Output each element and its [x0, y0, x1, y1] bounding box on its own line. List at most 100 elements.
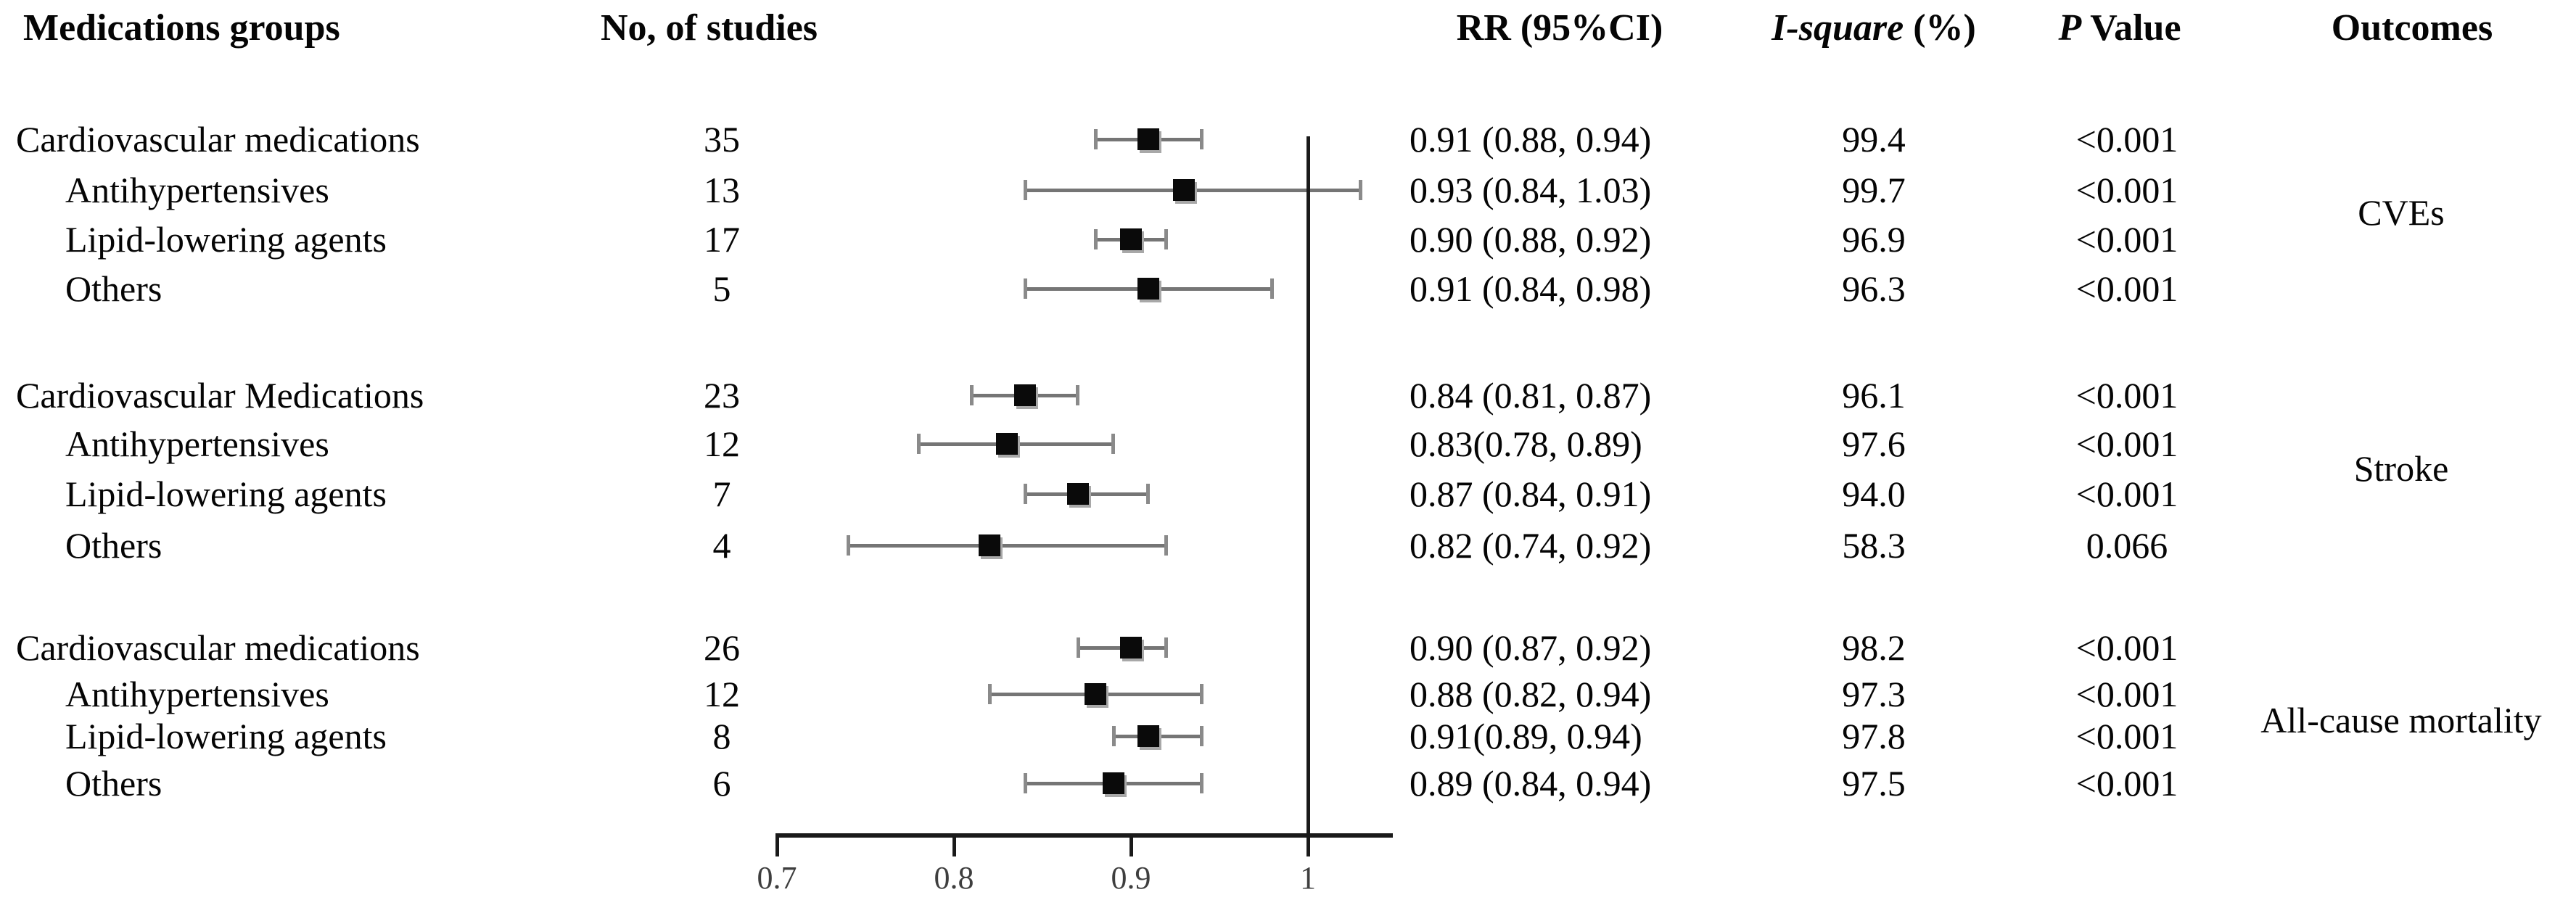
outcome-label: CVEs: [2358, 192, 2445, 233]
medication-group-label: Lipid-lowering agents: [65, 716, 387, 756]
header-medications-groups: Medications groups: [23, 7, 340, 49]
forest-square-marker: [1120, 228, 1142, 250]
ci-cap-left: [1023, 180, 1027, 200]
header-outcomes: Outcomes: [2331, 7, 2493, 49]
num-studies-value: 17: [704, 219, 740, 260]
num-studies-value: 13: [704, 170, 740, 210]
x-axis-tick-label: 0.9: [1111, 860, 1151, 896]
rr-ci-value: 0.90 (0.88, 0.92): [1410, 219, 1652, 260]
i-square-value: 99.4: [1842, 119, 1906, 160]
i-square-value: 97.8: [1842, 716, 1906, 756]
i-square-value: 58.3: [1842, 525, 1906, 566]
forest-square-marker: [1085, 683, 1107, 705]
medication-group-label: Cardiovascular Medications: [16, 375, 424, 416]
medication-group-label: Antihypertensives: [65, 674, 329, 714]
ci-cap-right: [1146, 484, 1151, 504]
p-value: <0.001: [2075, 268, 2178, 309]
i-square-value: 96.9: [1842, 219, 1906, 260]
forest-square-marker: [1066, 483, 1089, 505]
num-studies-value: 23: [704, 375, 740, 416]
ci-cap-right: [1199, 726, 1203, 746]
ci-cap-left: [987, 684, 992, 704]
header-i-square-italic: I-square: [1771, 7, 1904, 49]
rr-ci-value: 0.91 (0.84, 0.98): [1410, 268, 1652, 309]
i-square-value: 96.1: [1842, 375, 1906, 416]
forest-square-marker: [1137, 278, 1160, 300]
ci-cap-right: [1199, 684, 1203, 704]
medication-group-label: Others: [65, 268, 162, 309]
forest-square-marker: [1137, 725, 1160, 747]
forest-square-marker: [1137, 128, 1160, 150]
num-studies-value: 7: [712, 474, 731, 514]
ci-cap-right: [1270, 278, 1275, 299]
ci-cap-left: [1111, 726, 1116, 746]
ci-cap-right: [1164, 229, 1168, 249]
ci-cap-left: [1023, 278, 1027, 299]
p-value: <0.001: [2075, 627, 2178, 668]
p-value: <0.001: [2075, 474, 2178, 514]
x-axis-line: [777, 833, 1393, 838]
ci-cap-right: [1164, 535, 1168, 556]
num-studies-value: 12: [704, 424, 740, 464]
ci-cap-left: [970, 385, 974, 405]
num-studies-value: 35: [704, 119, 740, 160]
outcome-label: Stroke: [2353, 448, 2449, 489]
p-value: <0.001: [2075, 674, 2178, 714]
ci-cap-left: [917, 434, 921, 454]
i-square-value: 99.7: [1842, 170, 1906, 210]
ci-cap-left: [846, 535, 850, 556]
ci-cap-right: [1199, 129, 1203, 149]
rr-ci-value: 0.91 (0.88, 0.94): [1410, 119, 1652, 160]
ci-cap-right: [1164, 637, 1168, 658]
rr-ci-value: 0.91(0.89, 0.94): [1410, 716, 1642, 756]
header-no-of-studies: No, of studies: [601, 7, 818, 49]
medication-group-label: Antihypertensives: [65, 170, 329, 210]
rr-ci-value: 0.84 (0.81, 0.87): [1410, 375, 1652, 416]
num-studies-value: 6: [712, 763, 731, 804]
p-value: <0.001: [2075, 716, 2178, 756]
i-square-value: 98.2: [1842, 627, 1906, 668]
i-square-value: 97.6: [1842, 424, 1906, 464]
ci-cap-left: [1023, 484, 1027, 504]
p-value: 0.066: [2086, 525, 2168, 566]
medication-group-label: Cardiovascular medications: [16, 627, 420, 668]
i-square-value: 97.5: [1842, 763, 1906, 804]
ci-cap-right: [1075, 385, 1079, 405]
x-axis-tick-label: 0.7: [757, 860, 797, 896]
forest-square-marker: [1173, 179, 1196, 201]
ci-cap-right: [1111, 434, 1115, 454]
outcome-label: All-cause mortality: [2260, 700, 2542, 740]
ci-whisker: [847, 544, 1166, 548]
header-rr-ci: RR (95%CI): [1456, 7, 1663, 49]
header-i-square-unit: (%): [1904, 7, 1976, 49]
num-studies-value: 26: [704, 627, 740, 668]
ci-cap-right: [1359, 180, 1363, 200]
p-value: <0.001: [2075, 119, 2178, 160]
ci-cap-left: [1094, 129, 1098, 149]
rr-ci-value: 0.88 (0.82, 0.94): [1410, 674, 1652, 714]
x-axis-tick: [1129, 833, 1133, 856]
forest-square-marker: [1102, 772, 1124, 794]
p-value: <0.001: [2075, 424, 2178, 464]
p-value: <0.001: [2075, 170, 2178, 210]
header-p-italic: P: [2058, 7, 2082, 49]
ci-cap-left: [1094, 229, 1098, 249]
rr-ci-value: 0.89 (0.84, 0.94): [1410, 763, 1652, 804]
i-square-value: 97.3: [1842, 674, 1906, 714]
ci-cap-left: [1076, 637, 1080, 658]
p-value: <0.001: [2075, 763, 2178, 804]
rr-ci-value: 0.90 (0.87, 0.92): [1410, 627, 1652, 668]
rr-ci-value: 0.87 (0.84, 0.91): [1410, 474, 1652, 514]
medication-group-label: Cardiovascular medications: [16, 119, 420, 160]
reference-line: [1306, 136, 1310, 837]
p-value: <0.001: [2075, 375, 2178, 416]
num-studies-value: 4: [712, 525, 731, 566]
num-studies-value: 8: [712, 716, 731, 756]
forest-square-marker: [978, 534, 1000, 556]
forest-square-marker: [1120, 637, 1142, 659]
medication-group-label: Antihypertensives: [65, 424, 329, 464]
x-axis-tick: [952, 833, 956, 856]
rr-ci-value: 0.82 (0.74, 0.92): [1410, 525, 1652, 566]
header-p-value: P Value: [1975, 4, 2265, 52]
